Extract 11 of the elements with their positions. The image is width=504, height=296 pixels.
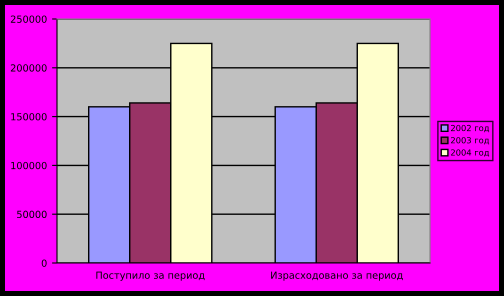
y-tick-label: 100000: [11, 162, 47, 170]
legend-label: 2003 год: [451, 137, 490, 144]
y-tick-label: 200000: [10, 64, 47, 72]
y-tick-label: 50000: [17, 210, 47, 218]
y-tick-label: 0: [42, 259, 47, 267]
y-tick-label: 250000: [10, 15, 47, 23]
x-tick-label: Поступило за период: [96, 272, 205, 281]
x-tick-label: Израсходовано за период: [271, 272, 403, 281]
legend-label: 2002 год: [451, 124, 490, 132]
legend-label: 2004 год: [451, 149, 490, 157]
y-tick-label: 150000: [11, 113, 47, 120]
